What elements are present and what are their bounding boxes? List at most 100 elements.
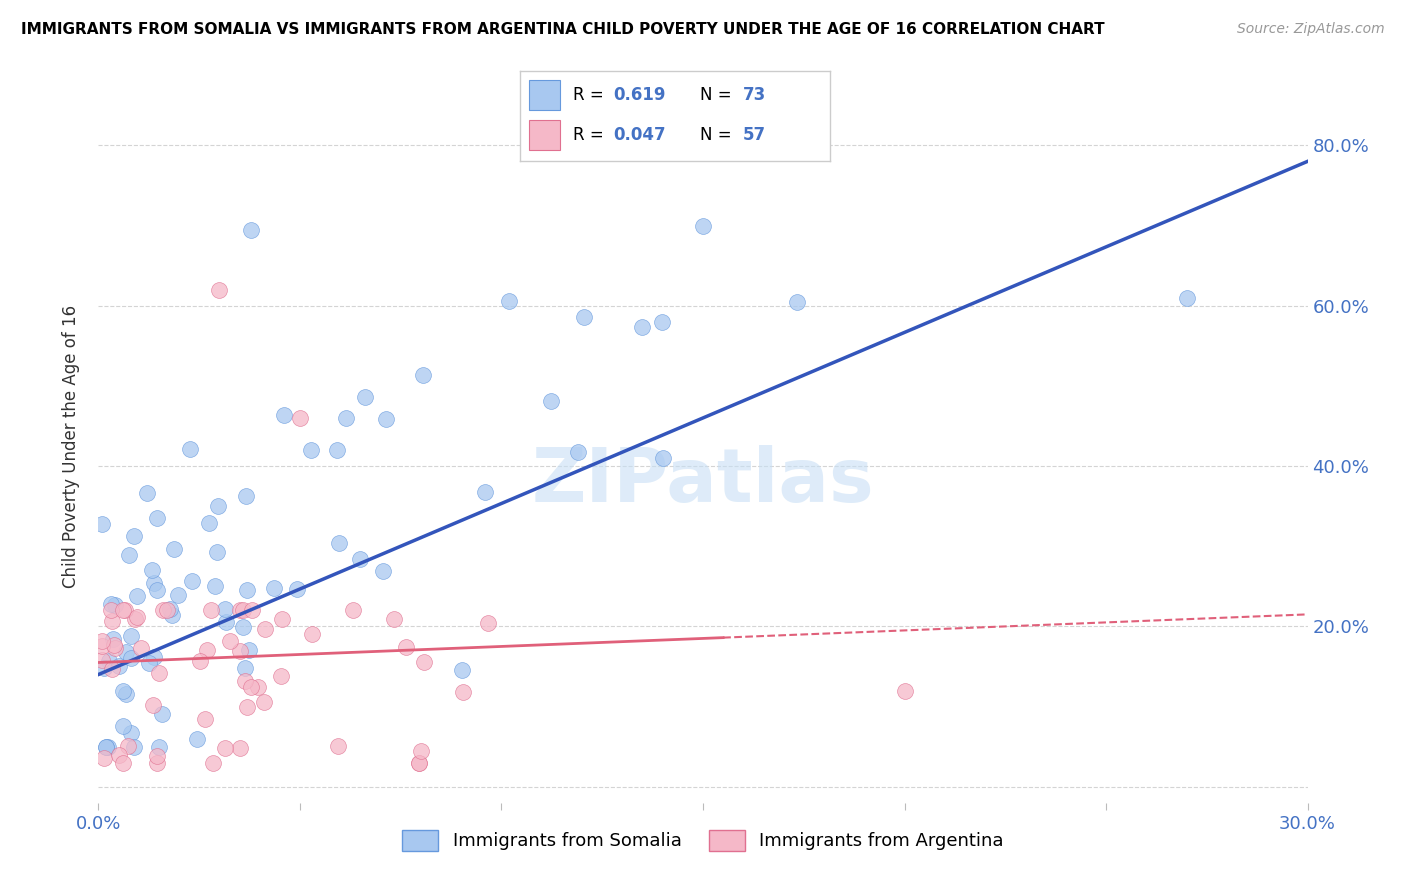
Point: [233, 673, 256, 688]
Point: [240, 223, 263, 237]
Point: [91, 634, 114, 648]
Point: [384, 612, 406, 626]
Point: [229, 603, 252, 617]
Point: [786, 295, 808, 310]
Point: [152, 603, 174, 617]
Point: [91, 639, 114, 653]
Point: [146, 748, 169, 763]
Point: [197, 516, 219, 530]
Point: [195, 643, 218, 657]
Bar: [530, 120, 561, 150]
Point: [229, 644, 252, 658]
Point: [124, 529, 146, 543]
Point: [253, 695, 276, 709]
Point: [232, 620, 254, 634]
Point: [208, 283, 231, 297]
Point: [141, 563, 163, 577]
Text: R =: R =: [572, 86, 609, 104]
Point: [567, 445, 589, 459]
Point: [138, 656, 160, 670]
Legend: Immigrants from Somalia, Immigrants from Argentina: Immigrants from Somalia, Immigrants from…: [395, 822, 1011, 858]
Point: [477, 615, 499, 630]
Point: [651, 316, 673, 330]
Point: [326, 443, 349, 458]
Point: [395, 640, 418, 655]
Point: [408, 756, 430, 770]
Point: [148, 665, 170, 680]
Point: [194, 712, 217, 726]
Point: [159, 602, 181, 616]
Point: [120, 650, 142, 665]
Text: ZIPatlas: ZIPatlas: [531, 445, 875, 518]
Point: [179, 442, 201, 457]
Text: R =: R =: [572, 126, 609, 145]
Point: [239, 681, 262, 695]
Point: [98, 654, 121, 668]
Point: [188, 654, 211, 668]
Point: [214, 740, 236, 755]
Point: [104, 598, 127, 612]
Point: [100, 597, 122, 611]
Point: [117, 739, 139, 754]
Point: [122, 739, 145, 754]
Point: [201, 756, 224, 770]
Text: 73: 73: [742, 86, 766, 104]
Point: [205, 545, 228, 559]
Point: [120, 629, 142, 643]
Y-axis label: Child Poverty Under the Age of 16: Child Poverty Under the Age of 16: [62, 304, 80, 588]
Point: [371, 565, 394, 579]
Point: [101, 662, 124, 676]
Point: [235, 489, 257, 503]
Text: 57: 57: [742, 126, 766, 145]
Bar: [530, 80, 561, 110]
Point: [288, 411, 311, 425]
Text: Source: ZipAtlas.com: Source: ZipAtlas.com: [1237, 22, 1385, 37]
Point: [114, 603, 136, 617]
Point: [411, 743, 433, 757]
Point: [893, 683, 915, 698]
Point: [135, 485, 157, 500]
Point: [103, 632, 125, 647]
Point: [103, 638, 125, 652]
Point: [142, 576, 165, 591]
Point: [112, 603, 135, 617]
Point: [114, 645, 136, 659]
Point: [349, 552, 371, 566]
Point: [572, 310, 595, 324]
Point: [114, 687, 136, 701]
Point: [450, 663, 472, 677]
Point: [111, 718, 134, 732]
Point: [91, 652, 114, 666]
Point: [129, 640, 152, 655]
Text: N =: N =: [700, 86, 737, 104]
Point: [253, 622, 276, 636]
Point: [111, 683, 134, 698]
Point: [94, 739, 117, 754]
Point: [263, 581, 285, 595]
Point: [204, 578, 226, 592]
Point: [228, 740, 250, 755]
Point: [117, 548, 139, 562]
Point: [166, 588, 188, 602]
Point: [451, 685, 474, 699]
Point: [97, 739, 120, 754]
Point: [540, 393, 562, 408]
Point: [285, 582, 308, 596]
Point: [328, 739, 350, 754]
Point: [215, 615, 238, 629]
Point: [247, 681, 270, 695]
Point: [408, 756, 430, 770]
Point: [335, 410, 357, 425]
Point: [498, 294, 520, 309]
Point: [127, 610, 149, 624]
Text: N =: N =: [700, 126, 737, 145]
Point: [238, 643, 260, 657]
Point: [156, 603, 179, 617]
Point: [150, 706, 173, 721]
Point: [186, 732, 208, 747]
Text: IMMIGRANTS FROM SOMALIA VS IMMIGRANTS FROM ARGENTINA CHILD POVERTY UNDER THE AGE: IMMIGRANTS FROM SOMALIA VS IMMIGRANTS FR…: [21, 22, 1105, 37]
Point: [100, 614, 122, 628]
Point: [412, 655, 434, 669]
Point: [219, 634, 242, 648]
Point: [214, 602, 236, 616]
